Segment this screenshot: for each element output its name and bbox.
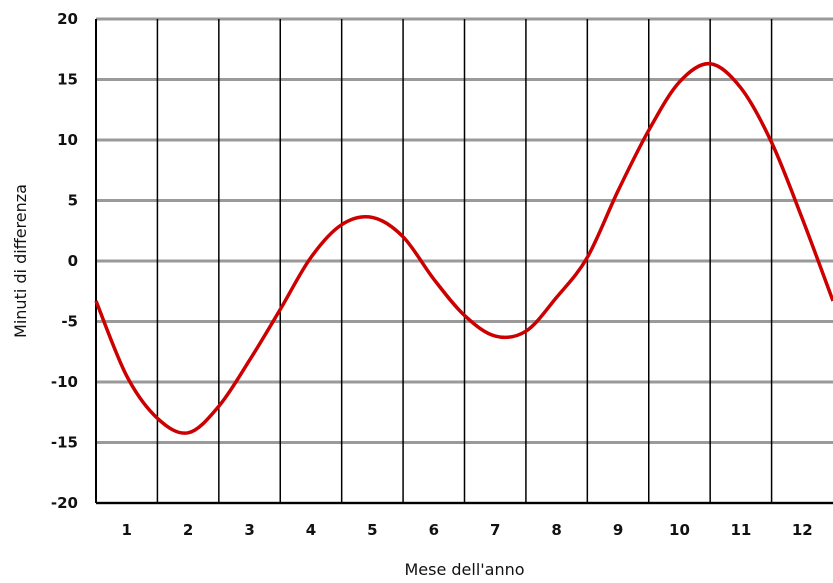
x-tick-label: 2 bbox=[183, 521, 193, 539]
x-tick-label: 7 bbox=[490, 521, 500, 539]
x-tick-label: 5 bbox=[367, 521, 377, 539]
x-tick-label: 8 bbox=[551, 521, 561, 539]
vertical-gridlines bbox=[95, 19, 833, 504]
x-tick-label: 1 bbox=[121, 521, 131, 539]
y-tick-label: -10 bbox=[51, 373, 78, 391]
y-tick-label: 15 bbox=[57, 71, 78, 89]
series-layer bbox=[94, 62, 833, 435]
y-tick-label: 20 bbox=[57, 10, 78, 28]
x-tick-label: 12 bbox=[792, 521, 813, 539]
x-axis-title: Mese dell'anno bbox=[404, 560, 524, 579]
y-tick-label: 10 bbox=[57, 131, 78, 149]
x-tick-label: 9 bbox=[613, 521, 623, 539]
y-tick-label: -20 bbox=[51, 494, 78, 512]
y-tick-labels: -20 -15 -10 -5 0 5 10 15 20 bbox=[51, 10, 78, 512]
y-tick-label: -5 bbox=[61, 313, 78, 331]
x-tick-label: 11 bbox=[730, 521, 751, 539]
x-tick-label: 4 bbox=[306, 521, 316, 539]
x-tick-label: 3 bbox=[244, 521, 254, 539]
x-tick-labels: 1 2 3 4 5 6 7 8 9 10 11 12 bbox=[121, 521, 812, 539]
y-tick-label: -15 bbox=[51, 434, 78, 452]
y-tick-label: 5 bbox=[68, 192, 78, 210]
y-tick-label: 0 bbox=[68, 252, 78, 270]
x-tick-label: 10 bbox=[669, 521, 690, 539]
y-axis-title: Minuti di differenza bbox=[11, 184, 30, 338]
x-tick-label: 6 bbox=[429, 521, 439, 539]
series-line-0 bbox=[94, 62, 833, 435]
